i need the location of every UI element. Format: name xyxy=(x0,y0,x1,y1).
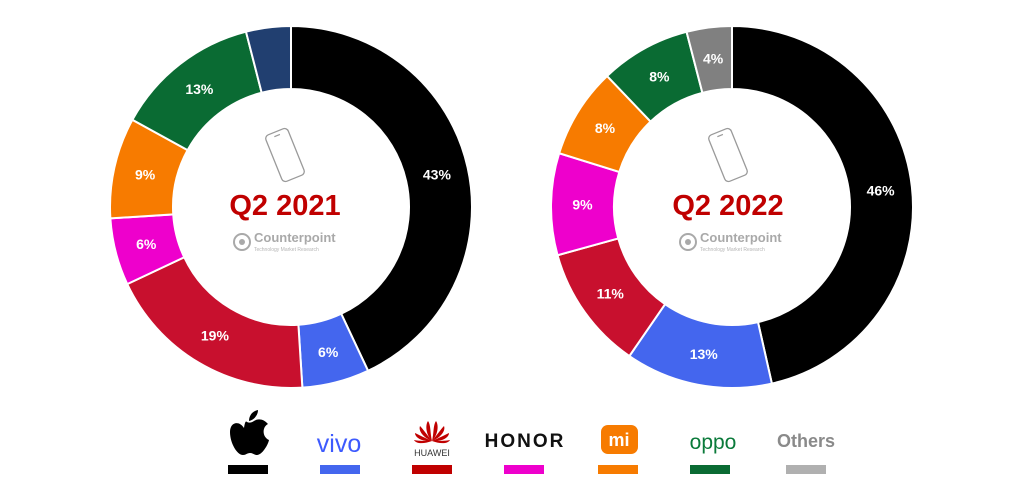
data-label-xiaomi: 9% xyxy=(135,166,156,182)
data-label-oppo: 8% xyxy=(649,68,670,84)
legend-item-xiaomi: mi xyxy=(598,425,638,474)
watermark-name-q2-2021: Counterpoint xyxy=(254,230,336,245)
legend-swatch-huawei xyxy=(412,465,452,474)
chart-title-q2-2022: Q2 2022 xyxy=(672,190,783,222)
legend: vivo HUAWEI HONOR xyxy=(228,410,835,474)
legend-label-oppo: oppo xyxy=(690,431,737,454)
apple-logo-icon xyxy=(230,410,269,455)
legend-label-huawei: HUAWEI xyxy=(414,448,450,458)
watermark-name-q2-2022: Counterpoint xyxy=(700,230,782,245)
legend-swatch-oppo xyxy=(690,465,730,474)
donut-chart-q2-2021: 43% 6% 19% 6% 9% 13% xyxy=(109,24,473,389)
legend-swatch-others xyxy=(786,465,826,474)
center-q2-2022: Q2 2022 Counterpoint Technology Market R… xyxy=(672,127,784,253)
donut-slice-others xyxy=(685,24,733,95)
legend-label-others: Others xyxy=(777,431,835,451)
donut-slice-apple xyxy=(731,24,914,385)
legend-item-oppo: oppo xyxy=(690,431,737,474)
data-label-huawei: 19% xyxy=(201,328,230,344)
legend-swatch-honor xyxy=(504,465,544,474)
legend-item-honor: HONOR xyxy=(485,431,566,474)
legend-label-honor: HONOR xyxy=(485,431,566,452)
chart-title-q2-2021: Q2 2021 xyxy=(229,190,340,222)
legend-swatch-xiaomi xyxy=(598,465,638,474)
legend-swatch-apple xyxy=(228,465,268,474)
legend-swatch-vivo xyxy=(320,465,360,474)
counterpoint-logo-icon xyxy=(679,233,697,251)
data-label-apple: 43% xyxy=(423,166,452,182)
data-label-vivo: 6% xyxy=(318,344,339,360)
phone-icon xyxy=(265,127,305,183)
legend-item-others: Others xyxy=(777,431,835,474)
phone-icon xyxy=(708,127,748,183)
data-label-huawei: 11% xyxy=(597,286,625,302)
watermark-tagline-q2-2022: Technology Market Research xyxy=(700,247,765,253)
legend-label-xiaomi: mi xyxy=(608,430,629,450)
data-label-others: 4% xyxy=(703,51,724,67)
counterpoint-logo-icon xyxy=(233,233,251,251)
huawei-logo-icon xyxy=(414,421,450,444)
legend-item-vivo: vivo xyxy=(317,430,361,474)
data-label-oppo: 13% xyxy=(185,81,214,97)
xiaomi-logo-icon xyxy=(601,425,638,454)
donut-slice-others xyxy=(244,24,292,94)
data-label-honor: 9% xyxy=(572,197,593,213)
legend-item-huawei: HUAWEI xyxy=(412,421,452,474)
data-label-apple: 46% xyxy=(867,182,896,198)
center-q2-2021: Q2 2021 Counterpoint Technology Market R… xyxy=(229,127,341,253)
donut-slice-huawei xyxy=(125,255,304,389)
data-label-honor: 6% xyxy=(136,236,157,252)
legend-item-apple xyxy=(228,410,269,474)
watermark-tagline-q2-2021: Technology Market Research xyxy=(254,247,319,253)
legend-label-vivo: vivo xyxy=(317,430,361,458)
donut-chart-q2-2022: 46% 13% 11% 9% 8% 8% 4% xyxy=(550,24,914,389)
data-label-xiaomi: 8% xyxy=(595,120,616,136)
data-label-vivo: 13% xyxy=(690,346,719,362)
donut-slice-apple xyxy=(290,24,473,373)
